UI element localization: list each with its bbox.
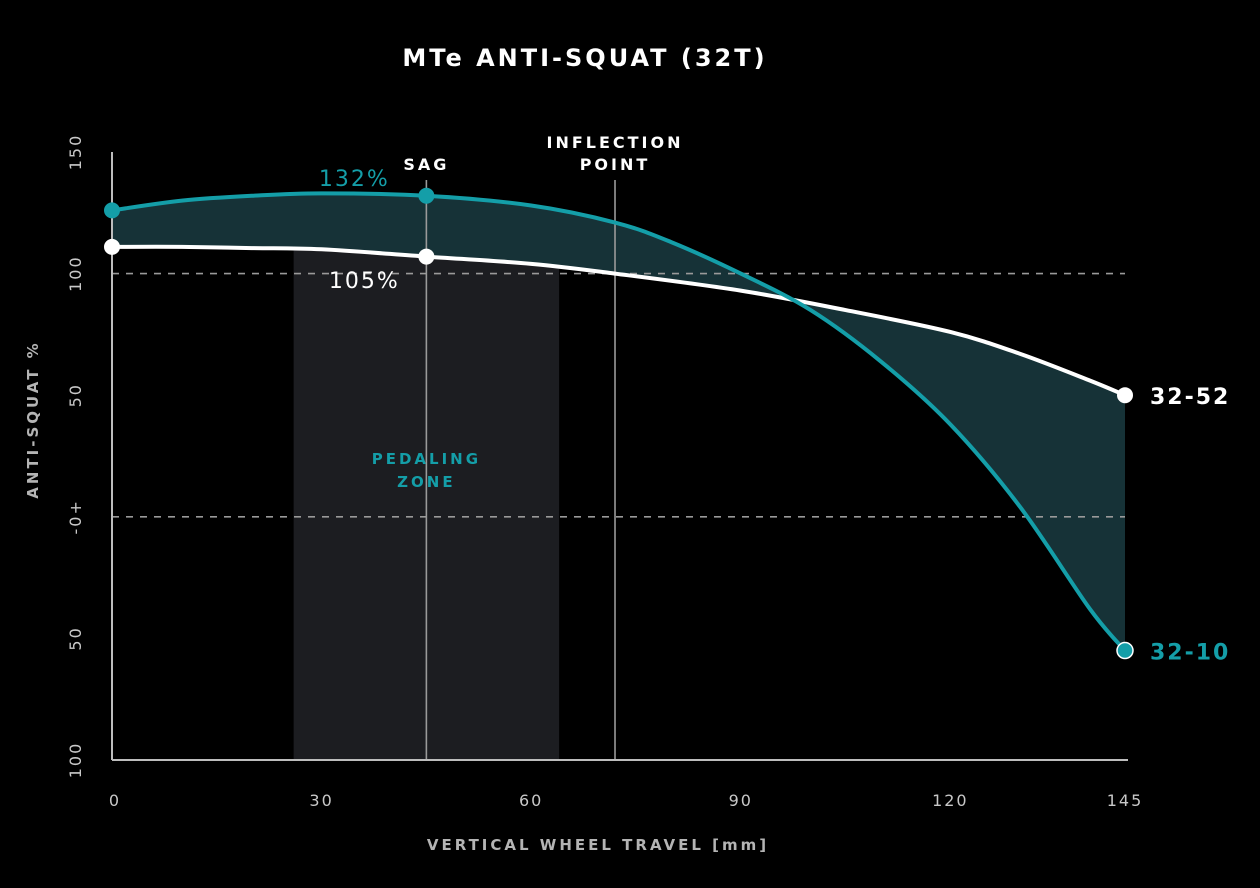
y-tick-label: 100 — [66, 255, 85, 292]
x-axis-title: VERTICAL WHEEL TRAVEL [mm] — [427, 836, 769, 854]
callout-32-10-at-sag: 132% — [319, 167, 390, 192]
marker-32-52 — [104, 238, 120, 255]
x-tick-label: 30 — [309, 791, 333, 810]
sag-label: SAG — [403, 155, 449, 174]
fill-between-series — [112, 193, 1125, 651]
y-tick-label: 100 — [66, 742, 85, 779]
inflection-point-label: POINT — [580, 155, 651, 174]
y-axis-title: ANTI-SQUAT % — [24, 340, 42, 498]
x-tick-label: 0 — [109, 791, 121, 810]
x-tick-label: 145 — [1107, 791, 1144, 810]
callout-32-52-at-sag: 105% — [329, 269, 400, 294]
marker-32-10 — [418, 187, 435, 204]
y-tick-label: -0+ — [66, 499, 85, 534]
vertical-guide-lines — [425, 180, 616, 760]
pedaling-zone-label: PEDALING — [372, 450, 481, 468]
marker-32-52 — [418, 248, 435, 265]
y-tick-label: 50 — [66, 626, 85, 650]
series-label-32-52: 32-52 — [1150, 385, 1230, 410]
x-tick-label: 90 — [729, 791, 753, 810]
series-lines — [110, 191, 1127, 653]
series-line-32-10 — [110, 191, 1127, 653]
data-markers — [104, 187, 1134, 660]
marker-32-10 — [104, 202, 120, 219]
inflection-point-label: INFLECTION — [547, 133, 684, 152]
fill-between-area — [112, 193, 1125, 651]
marker-32-10 — [1116, 641, 1134, 660]
x-tick-label: 60 — [519, 791, 543, 810]
chart-title: MTe ANTI-SQUAT (32T) — [402, 44, 767, 72]
y-tick-label: 150 — [66, 134, 85, 171]
x-tick-label: 120 — [932, 791, 969, 810]
y-tick-label: 50 — [66, 383, 85, 407]
marker-32-52 — [1117, 387, 1133, 404]
pedaling-zone-label: ZONE — [397, 473, 455, 491]
series-line-32-52 — [110, 244, 1127, 398]
series-label-32-10: 32-10 — [1150, 641, 1230, 666]
